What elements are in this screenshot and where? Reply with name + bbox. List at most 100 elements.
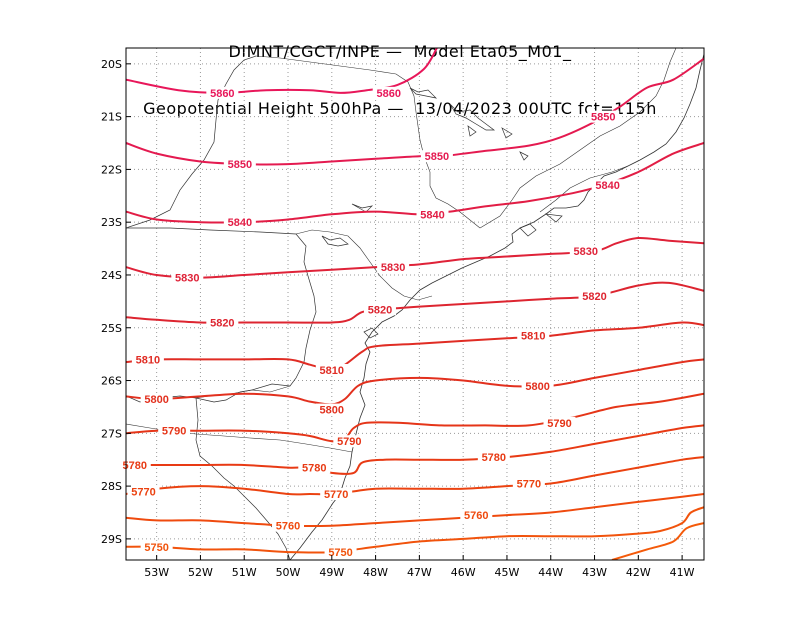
contour-5860 xyxy=(126,48,438,94)
map-title-line-1: DIMNT/CGCT/INPE — Model Eta05_M01_ xyxy=(228,42,572,61)
contour-label: 5840 xyxy=(595,180,619,192)
contour-label-bg xyxy=(543,416,576,429)
contour-5770 xyxy=(126,456,704,496)
contour-label: 5760 xyxy=(464,510,488,522)
longitude-axis: 53W 52W 51W 50W 49W 48W 47W 46W 45W 44W 43W 42W 41W xyxy=(144,555,695,579)
contour-label: 5810 xyxy=(136,354,160,366)
contour-label-bg xyxy=(127,485,160,498)
contour-label: 5840 xyxy=(420,209,444,221)
contour-label-bg xyxy=(460,509,493,522)
contour-label: 5750 xyxy=(328,547,352,559)
contour-label: 5790 xyxy=(162,426,186,438)
contour-label: 5830 xyxy=(381,262,405,274)
contour-label: 5850 xyxy=(425,151,449,163)
contour-5740 xyxy=(611,522,704,560)
x-tick-label: 53W xyxy=(144,566,169,579)
contour-label: 5810 xyxy=(320,365,344,377)
contour-5790 xyxy=(126,392,704,443)
contour-label-bg xyxy=(512,477,545,490)
contour-label: 5800 xyxy=(144,394,168,406)
x-tick-label: 44W xyxy=(538,566,563,579)
y-tick-label: 23S xyxy=(101,216,122,229)
contour-label-bg xyxy=(416,208,449,221)
contour-5750 xyxy=(126,506,704,554)
y-tick-label: 29S xyxy=(101,533,122,546)
state-border xyxy=(539,165,629,213)
contour-label: 5820 xyxy=(582,291,606,303)
lat-lon-grid xyxy=(126,48,704,560)
contour-label: 5780 xyxy=(123,460,147,472)
contour-label: 5770 xyxy=(131,486,155,498)
contour-label: 5750 xyxy=(144,542,168,554)
contour-label: 5780 xyxy=(482,452,506,464)
contour-label: 5760 xyxy=(276,521,300,533)
contour-label: 5830 xyxy=(175,273,199,285)
contour-label: 5780 xyxy=(302,463,326,475)
state-border xyxy=(295,229,433,301)
contour-label: 5770 xyxy=(324,489,348,501)
x-tick-label: 52W xyxy=(188,566,213,579)
contour-label-bg xyxy=(587,110,620,123)
contour-label-bg xyxy=(140,393,173,406)
contour-labels: 5860 5860 5850 5850 5850 5840 5840 5840 5830 5830… xyxy=(118,86,624,559)
contour-label: 5800 xyxy=(525,381,549,393)
x-tick-label: 41W xyxy=(670,566,695,579)
contour-label-bg xyxy=(333,435,366,448)
contour-label: 5830 xyxy=(574,246,598,258)
contour-label-bg xyxy=(324,546,357,559)
contour-label-bg xyxy=(320,488,353,501)
x-tick-label: 51W xyxy=(232,566,257,579)
y-tick-label: 24S xyxy=(101,269,122,282)
y-tick-label: 25S xyxy=(101,322,122,335)
contour-5810 xyxy=(126,321,704,372)
contour-label: 5850 xyxy=(228,159,252,171)
contour-label-bg xyxy=(223,158,256,171)
contour-lines xyxy=(126,48,704,560)
state-border xyxy=(479,48,677,229)
x-tick-label: 49W xyxy=(319,566,344,579)
contour-label-bg xyxy=(477,451,510,464)
contour-label-bg xyxy=(206,316,239,329)
geography-layer xyxy=(126,48,704,560)
contour-label-bg xyxy=(158,424,191,437)
country-border xyxy=(195,397,291,560)
contour-label-bg xyxy=(118,458,151,471)
y-tick-label: 22S xyxy=(101,163,122,176)
contour-label-bg xyxy=(363,303,396,316)
state-border xyxy=(255,55,481,229)
x-tick-label: 43W xyxy=(582,566,607,579)
contour-label: 5820 xyxy=(368,304,392,316)
map-frame xyxy=(125,47,705,561)
country-border xyxy=(126,227,317,403)
contour-label: 5790 xyxy=(547,418,571,430)
contour-label-bg xyxy=(372,86,405,99)
contour-label-bg xyxy=(206,86,239,99)
y-tick-label: 21S xyxy=(101,111,122,124)
contour-label-bg xyxy=(569,245,602,258)
y-tick-label: 27S xyxy=(101,427,122,440)
latitude-axis: 20S 21S 22S 23S 24S 25S 26S 27S 28S 29S xyxy=(101,58,131,546)
contour-label: 5770 xyxy=(517,478,541,490)
contour-label: 5820 xyxy=(210,317,234,329)
y-tick-label: 26S xyxy=(101,375,122,388)
contour-label: 5800 xyxy=(320,405,344,417)
contour-label-bg xyxy=(420,150,453,163)
contour-label-bg xyxy=(298,461,331,474)
contour-label-bg xyxy=(315,403,348,416)
contour-label-bg xyxy=(171,271,204,284)
contour-5830 xyxy=(126,236,704,279)
contour-label-bg xyxy=(140,540,173,553)
x-tick-label: 46W xyxy=(451,566,476,579)
contour-5760 xyxy=(126,493,704,527)
contour-label: 5810 xyxy=(521,331,545,343)
contour-label-bg xyxy=(578,290,611,303)
reservoir-outline xyxy=(321,87,529,247)
contour-label: 5790 xyxy=(337,436,361,448)
y-tick-label: 28S xyxy=(101,480,122,493)
contour-label-bg xyxy=(517,329,550,342)
x-tick-label: 50W xyxy=(276,566,301,579)
x-tick-label: 42W xyxy=(626,566,651,579)
contour-label-bg xyxy=(591,179,624,192)
contour-label-bg xyxy=(377,261,410,274)
